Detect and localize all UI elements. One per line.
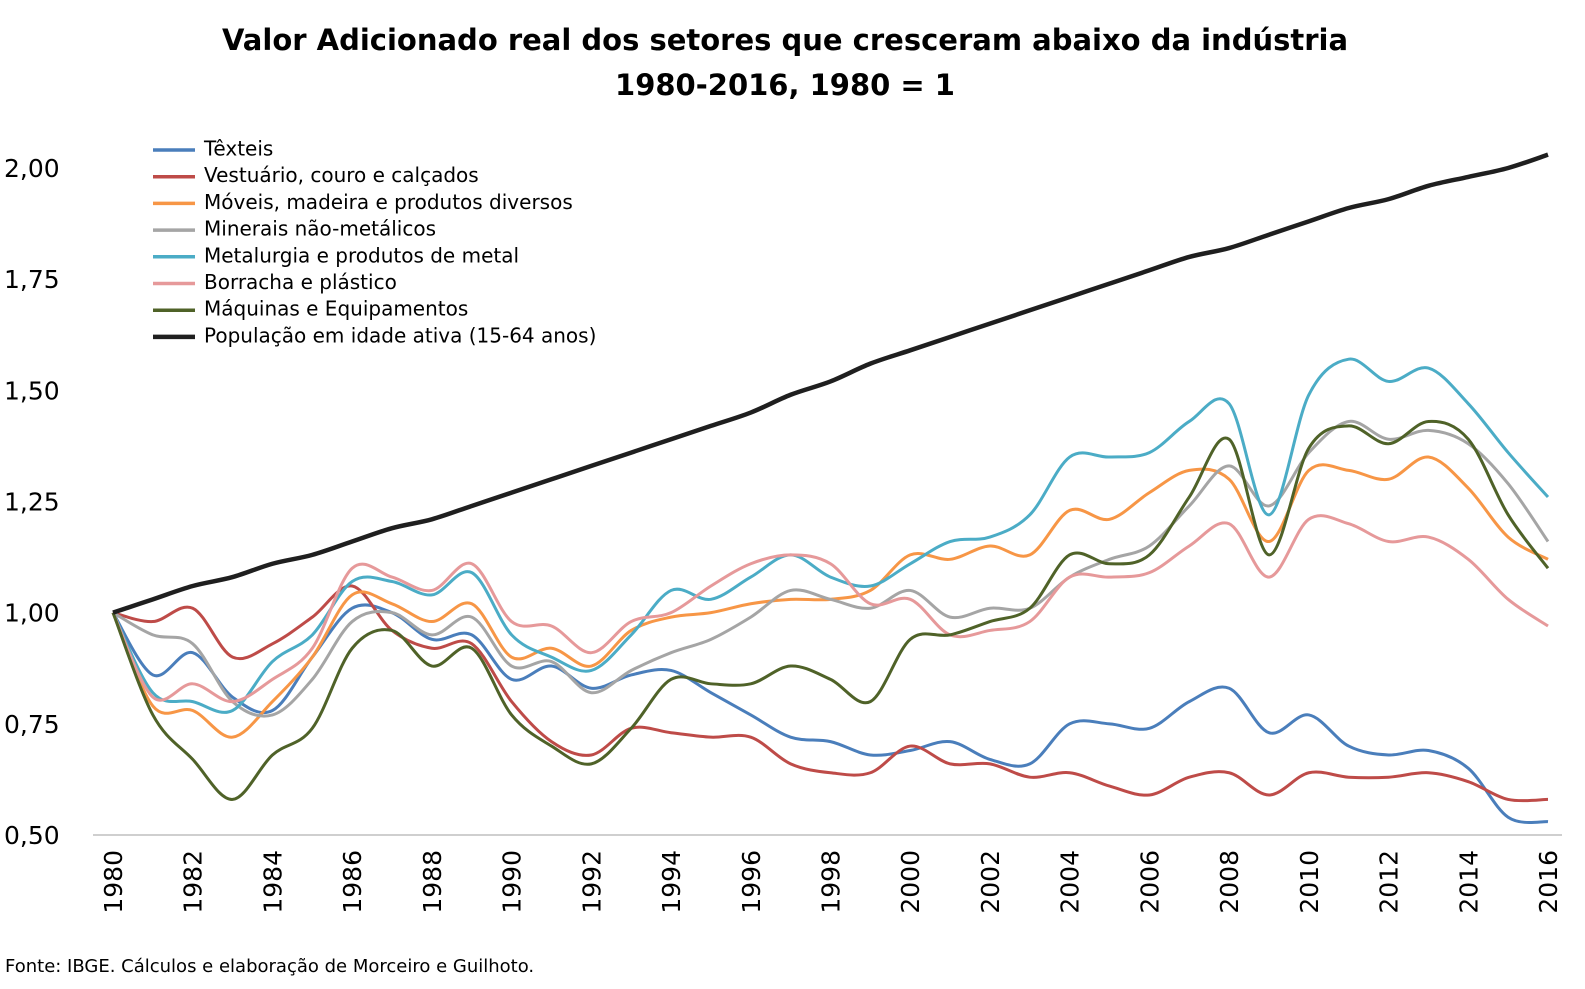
y-tick-label: 1,00 bbox=[4, 599, 60, 628]
x-tick-label: 2014 bbox=[1454, 850, 1483, 914]
legend-label: Metalurgia e produtos de metal bbox=[204, 243, 519, 267]
series-line bbox=[112, 152, 1549, 615]
series-line bbox=[112, 419, 1550, 718]
x-tick-label: 1992 bbox=[577, 850, 606, 914]
x-tick-label: 2004 bbox=[1056, 850, 1085, 914]
legend-label: Móveis, madeira e produtos diversos bbox=[204, 190, 573, 214]
x-tick-label: 1986 bbox=[338, 850, 367, 914]
series-line bbox=[111, 357, 1550, 714]
x-tick-label: 1984 bbox=[258, 850, 287, 914]
series-line bbox=[111, 419, 1550, 801]
x-tick-label: 1990 bbox=[498, 850, 527, 914]
x-tick-label: 1998 bbox=[817, 850, 846, 914]
x-tick-label: 2000 bbox=[896, 850, 925, 914]
series-line bbox=[111, 603, 1549, 824]
legend-label: Minerais não-metálicos bbox=[204, 217, 436, 241]
x-tick-label: 2016 bbox=[1534, 850, 1563, 914]
x-tick-label: 1994 bbox=[657, 850, 686, 914]
series-line bbox=[112, 584, 1549, 803]
y-tick-label: 1,75 bbox=[4, 265, 60, 294]
legend-label: Vestuário, couro e calçados bbox=[204, 163, 479, 187]
x-tick-label: 2006 bbox=[1135, 850, 1164, 914]
y-tick-label: 0,50 bbox=[4, 821, 60, 850]
x-tick-label: 2002 bbox=[976, 850, 1005, 914]
y-tick-label: 1,50 bbox=[4, 376, 60, 405]
chart-subtitle: 1980-2016, 1980 = 1 bbox=[615, 68, 955, 102]
source-note: Fonte: IBGE. Cálculos e elaboração de Mo… bbox=[5, 956, 534, 977]
x-tick-label: 1996 bbox=[737, 850, 766, 914]
legend-label: Máquinas e Equipamentos bbox=[204, 297, 468, 321]
legend-label: População em idade ativa (15-64 anos) bbox=[204, 323, 596, 347]
y-tick-label: 0,75 bbox=[4, 710, 60, 739]
chart-title: Valor Adicionado real dos setores que cr… bbox=[222, 23, 1348, 57]
x-tick-label: 1982 bbox=[179, 850, 208, 914]
x-tick-label: 2012 bbox=[1375, 850, 1404, 914]
y-tick-label: 2,00 bbox=[4, 154, 60, 183]
x-tick-label: 2008 bbox=[1215, 850, 1244, 914]
x-tick-label: 1988 bbox=[418, 850, 447, 914]
x-tick-label: 1980 bbox=[99, 850, 128, 914]
series-line bbox=[111, 514, 1549, 704]
x-tick-label: 2010 bbox=[1295, 850, 1324, 914]
legend-label: Borracha e plástico bbox=[204, 270, 397, 294]
y-tick-label: 1,25 bbox=[4, 488, 60, 517]
legend-label: Têxteis bbox=[203, 137, 273, 161]
